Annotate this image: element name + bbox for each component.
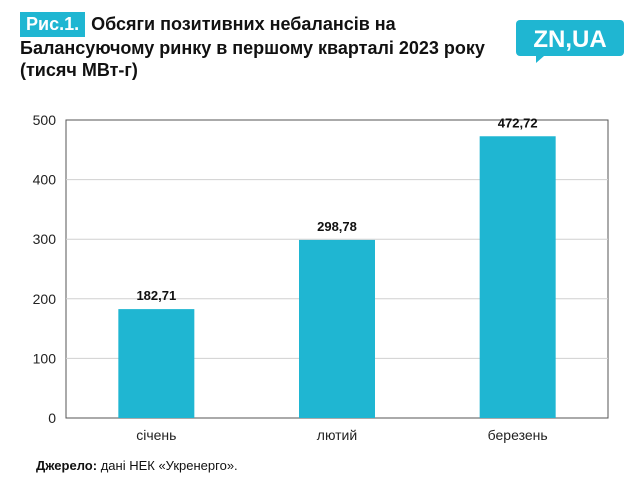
- x-tick-label: лютий: [317, 427, 357, 443]
- y-tick-label: 300: [33, 231, 57, 247]
- bar-березень: [479, 136, 556, 418]
- y-tick-label: 400: [33, 172, 57, 188]
- data-label: 298,78: [317, 219, 357, 234]
- zn-ua-logo: ZN,UA: [516, 20, 624, 63]
- source-text: дані НЕК «Укренерго».: [100, 458, 238, 473]
- source-label: Джерело:: [36, 458, 98, 473]
- bar-лютий: [299, 239, 375, 418]
- y-tick-label: 100: [33, 350, 57, 366]
- chart-header: Рис.1. Обсяги позитивних небалансів на Ба…: [20, 12, 520, 81]
- logo-text: ZN,UA: [533, 26, 606, 53]
- data-label: 472,72: [498, 115, 538, 130]
- bar-січень: [118, 309, 195, 418]
- x-tick-label: січень: [136, 427, 176, 443]
- source-note: Джерело: дані НЕК «Укренерго».: [36, 458, 238, 473]
- y-tick-label: 0: [48, 410, 56, 426]
- x-tick-label: березень: [488, 427, 548, 443]
- chart-title: Обсяги позитивних небалансів на Балансую…: [20, 14, 485, 80]
- y-tick-label: 200: [33, 291, 57, 307]
- figure-label: Рис.1.: [20, 12, 86, 37]
- y-tick-label: 500: [33, 112, 57, 128]
- data-label: 182,71: [136, 288, 176, 303]
